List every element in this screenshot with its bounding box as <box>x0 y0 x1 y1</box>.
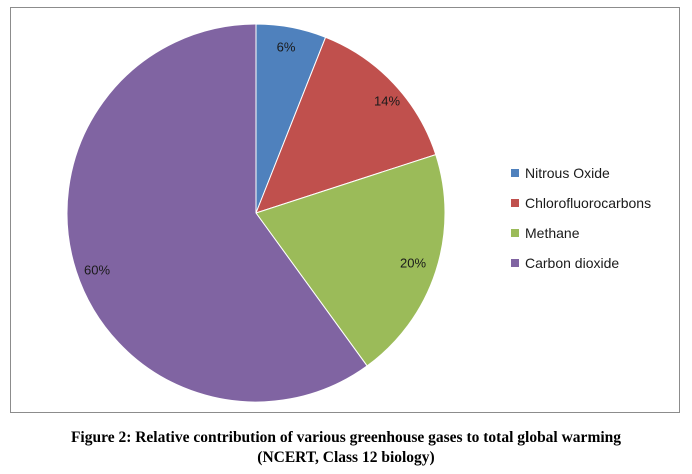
legend-swatch-chlorofluorocarbons <box>511 199 519 207</box>
legend-item-carbon-dioxide: Carbon dioxide <box>511 248 651 278</box>
legend-swatch-carbon-dioxide <box>511 259 519 267</box>
legend-item-methane: Methane <box>511 218 651 248</box>
legend-item-chlorofluorocarbons: Chlorofluorocarbons <box>511 188 651 218</box>
chart-area: 6% 14% 20% 60% Nitrous Oxide Chlorofluoroca… <box>10 7 680 413</box>
legend-swatch-methane <box>511 229 519 237</box>
pie-data-labels: 6% 14% 20% 60% <box>84 39 426 277</box>
data-label-methane: 20% <box>400 255 426 270</box>
legend-label-carbon-dioxide: Carbon dioxide <box>525 255 620 271</box>
pie-chart: 6% 14% 20% 60% <box>66 23 446 403</box>
legend-label-methane: Methane <box>525 225 580 241</box>
legend-swatch-nitrous-oxide <box>511 169 519 177</box>
pie-slices <box>66 23 446 403</box>
legend-item-nitrous-oxide: Nitrous Oxide <box>511 158 651 188</box>
legend-label-chlorofluorocarbons: Chlorofluorocarbons <box>525 195 652 211</box>
data-label-carbon-dioxide: 60% <box>84 262 110 277</box>
figure-caption: Figure 2: Relative contribution of vario… <box>0 428 692 468</box>
pie-slice-methane <box>255 153 446 367</box>
caption-line-1: Figure 2: Relative contribution of vario… <box>70 429 622 446</box>
data-label-chlorofluorocarbons: 14% <box>374 93 400 108</box>
pie-slice-carbon-dioxide <box>66 23 368 403</box>
caption-line-2: (NCERT, Class 12 biology) <box>257 449 435 466</box>
legend-label-nitrous-oxide: Nitrous Oxide <box>525 165 610 181</box>
chart-legend: Nitrous Oxide Chlorofluorocarbons Methan… <box>511 158 651 278</box>
data-label-nitrous-oxide: 6% <box>277 39 296 54</box>
